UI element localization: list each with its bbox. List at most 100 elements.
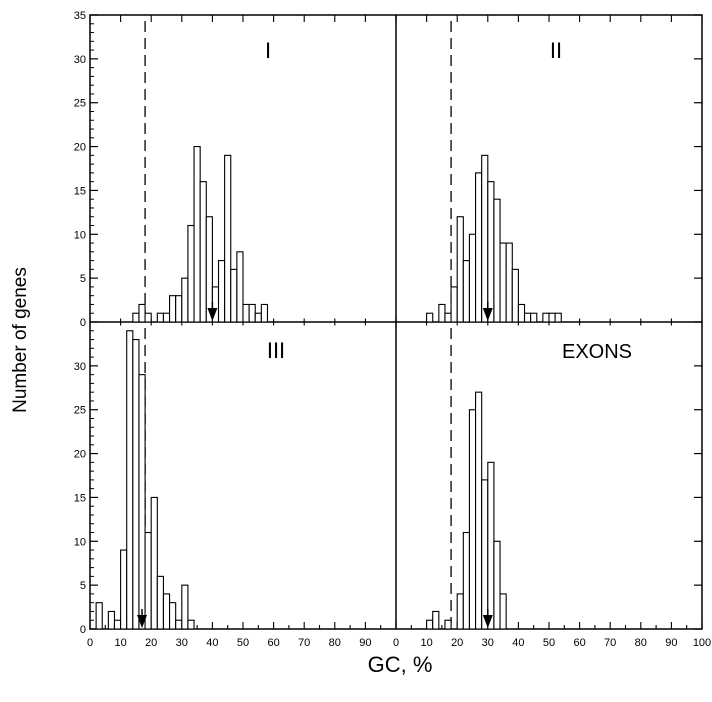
mean-arrow-head [207,308,218,321]
x-tick-label: 100 [693,637,711,649]
x-tick-label: 30 [482,637,494,649]
y-tick-label: 25 [74,405,86,417]
histogram-bar [426,312,434,323]
histogram-bar [236,251,244,323]
histogram-bar [193,146,201,323]
x-tick-label: 40 [512,637,524,649]
y-tick-label: 0 [80,624,86,636]
histogram-bar [248,303,256,323]
histogram-bar [444,312,452,323]
y-tick-label: 20 [74,449,86,461]
histogram-bar [156,575,164,630]
histogram-bar [505,242,513,323]
histogram-bar [95,602,103,630]
histogram-bar [481,154,489,323]
histogram-bar [181,277,189,323]
x-tick-label: 20 [451,637,463,649]
x-tick-label: 90 [665,637,677,649]
histogram-bar [517,303,526,323]
histogram-bar [444,619,452,630]
x-tick-label: 50 [237,637,249,649]
y-tick-label: 15 [74,185,86,197]
histogram-bar [132,312,140,323]
histogram-bar [162,593,171,630]
x-tick-label: 60 [267,637,279,649]
histogram-bar [456,216,464,323]
histogram-bar [169,295,177,323]
x-tick-label: 10 [114,637,126,649]
histogram-bar [511,268,519,323]
y-tick-label: 10 [74,536,86,548]
histogram-bar [144,531,152,630]
y-tick-label: 5 [80,273,86,285]
histogram-bar [542,312,550,323]
histogram-bar [426,619,434,630]
histogram-bar [169,602,177,630]
histogram-bar [530,312,538,323]
y-tick-label: 0 [80,317,86,329]
histogram-bar [187,619,195,630]
x-tick-label: 70 [298,637,310,649]
x-tick-label: 70 [604,637,616,649]
histogram-bar [475,172,483,323]
histogram-bar [150,496,158,630]
panel-label: II [550,38,562,63]
x-tick-label: 60 [573,637,585,649]
histogram-bar [493,540,501,630]
histogram-bar [499,593,507,630]
panel-label: EXONS [562,341,632,363]
mean-arrow-head [137,615,148,628]
x-axis-label: GC, % [367,652,433,677]
histogram-bar [468,233,477,323]
histogram-bar [548,312,556,323]
histogram-bar [475,391,483,630]
histogram-bar [468,409,477,630]
histogram-bar [138,303,146,323]
y-tick-label: 10 [74,229,86,241]
y-tick-label: 5 [80,580,86,592]
y-tick-label: 25 [74,98,86,110]
histogram-bar [242,303,250,323]
histogram-bar [462,531,470,630]
histogram-bar [260,303,269,323]
y-tick-label: 35 [74,10,86,22]
histogram-bar [487,461,495,630]
panel-label: III [267,338,285,363]
histogram-bar [481,479,489,630]
histogram-bar [499,242,507,323]
histogram-bar [487,181,495,323]
histogram-bar [450,286,458,323]
mean-arrow-head [482,308,493,321]
histogram-bar [162,312,171,323]
histogram-bar [493,198,501,323]
x-tick-label: 0 [87,637,93,649]
histogram-bar [113,619,122,630]
mean-arrow-head [482,615,493,628]
x-tick-label: 10 [420,637,432,649]
histogram-bar [217,260,226,323]
y-axis-label: Number of genes [10,267,31,413]
histogram-bar [120,549,128,630]
histogram-bar [144,312,152,323]
x-tick-label: 50 [543,637,555,649]
x-tick-label: 20 [145,637,157,649]
x-tick-label: 30 [176,637,188,649]
y-tick-label: 30 [74,54,86,66]
histogram-bar [205,216,213,323]
y-tick-label: 15 [74,492,86,504]
histogram-bar [199,181,207,323]
histogram-bar [224,154,232,323]
histogram-bar [126,330,134,630]
histogram-bar [107,610,116,630]
histogram-bar [175,619,183,630]
histogram-bar [181,584,189,630]
y-tick-label: 20 [74,142,86,154]
x-tick-label: 40 [206,637,218,649]
histogram-bar [438,303,446,323]
x-tick-label: 90 [359,637,371,649]
histogram-bar [156,312,164,323]
x-tick-label: 0 [393,637,399,649]
histogram-bar [523,312,532,323]
